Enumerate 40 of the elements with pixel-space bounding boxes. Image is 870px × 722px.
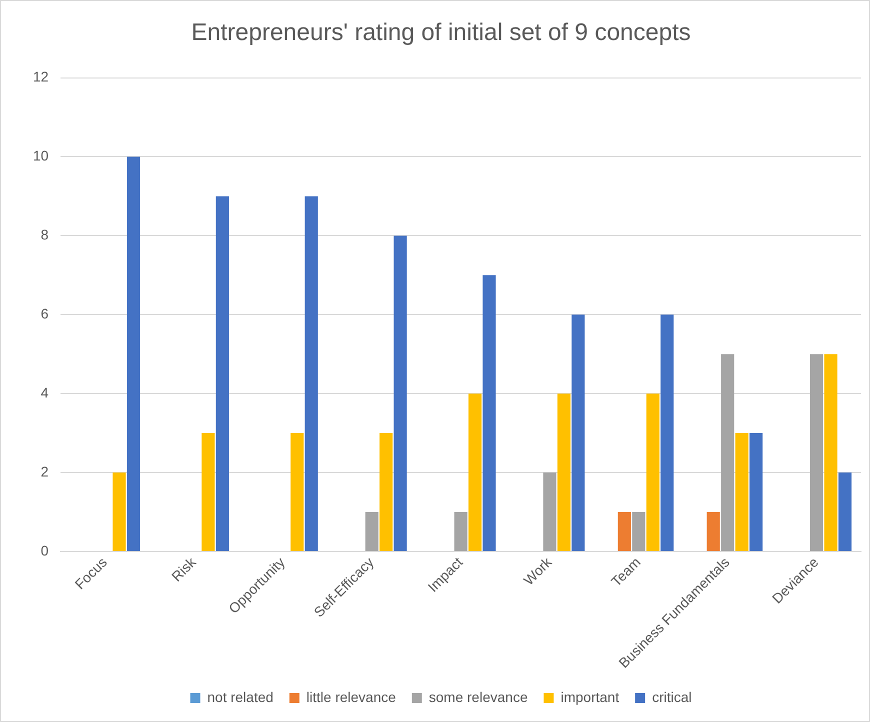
bar: [618, 512, 631, 551]
legend-label: critical: [652, 688, 692, 705]
bar: [380, 433, 393, 551]
y-tick-label: 2: [40, 463, 49, 480]
bar: [572, 314, 585, 551]
bar: [721, 354, 734, 551]
legend-label: little relevance: [306, 688, 396, 705]
y-tick-label: 6: [40, 305, 49, 322]
y-tick-label: 10: [32, 148, 49, 164]
bar: [454, 512, 468, 551]
bar: [394, 236, 407, 551]
bar: [632, 512, 646, 551]
bar: [660, 314, 674, 551]
bar: [216, 196, 229, 551]
bar: [468, 394, 482, 551]
y-tick-label: 12: [32, 68, 49, 85]
legend-label: not related: [207, 688, 274, 705]
bar: [482, 275, 496, 551]
bar: [735, 433, 748, 551]
bar: [557, 394, 570, 551]
bar: [290, 433, 304, 551]
bar: [706, 512, 720, 551]
bar: [824, 354, 838, 551]
x-tick-label: Risk: [168, 553, 200, 585]
y-tick-label: 8: [40, 226, 49, 243]
bar: [838, 472, 852, 551]
bar: [750, 433, 763, 551]
bar: [112, 472, 126, 551]
bar: [543, 472, 556, 551]
bar: [202, 433, 215, 551]
y-tick-label: 4: [40, 384, 49, 400]
bar: [365, 512, 378, 551]
chart-title: Entrepreneurs' rating of initial set of 9 concepts: [191, 19, 691, 46]
legend-label: important: [560, 688, 620, 705]
bar: [126, 156, 140, 551]
y-tick-label: 0: [40, 542, 49, 558]
bar: [646, 394, 660, 551]
bar: [304, 196, 318, 551]
legend-label: some relevance: [428, 688, 528, 705]
bar: [810, 354, 824, 551]
